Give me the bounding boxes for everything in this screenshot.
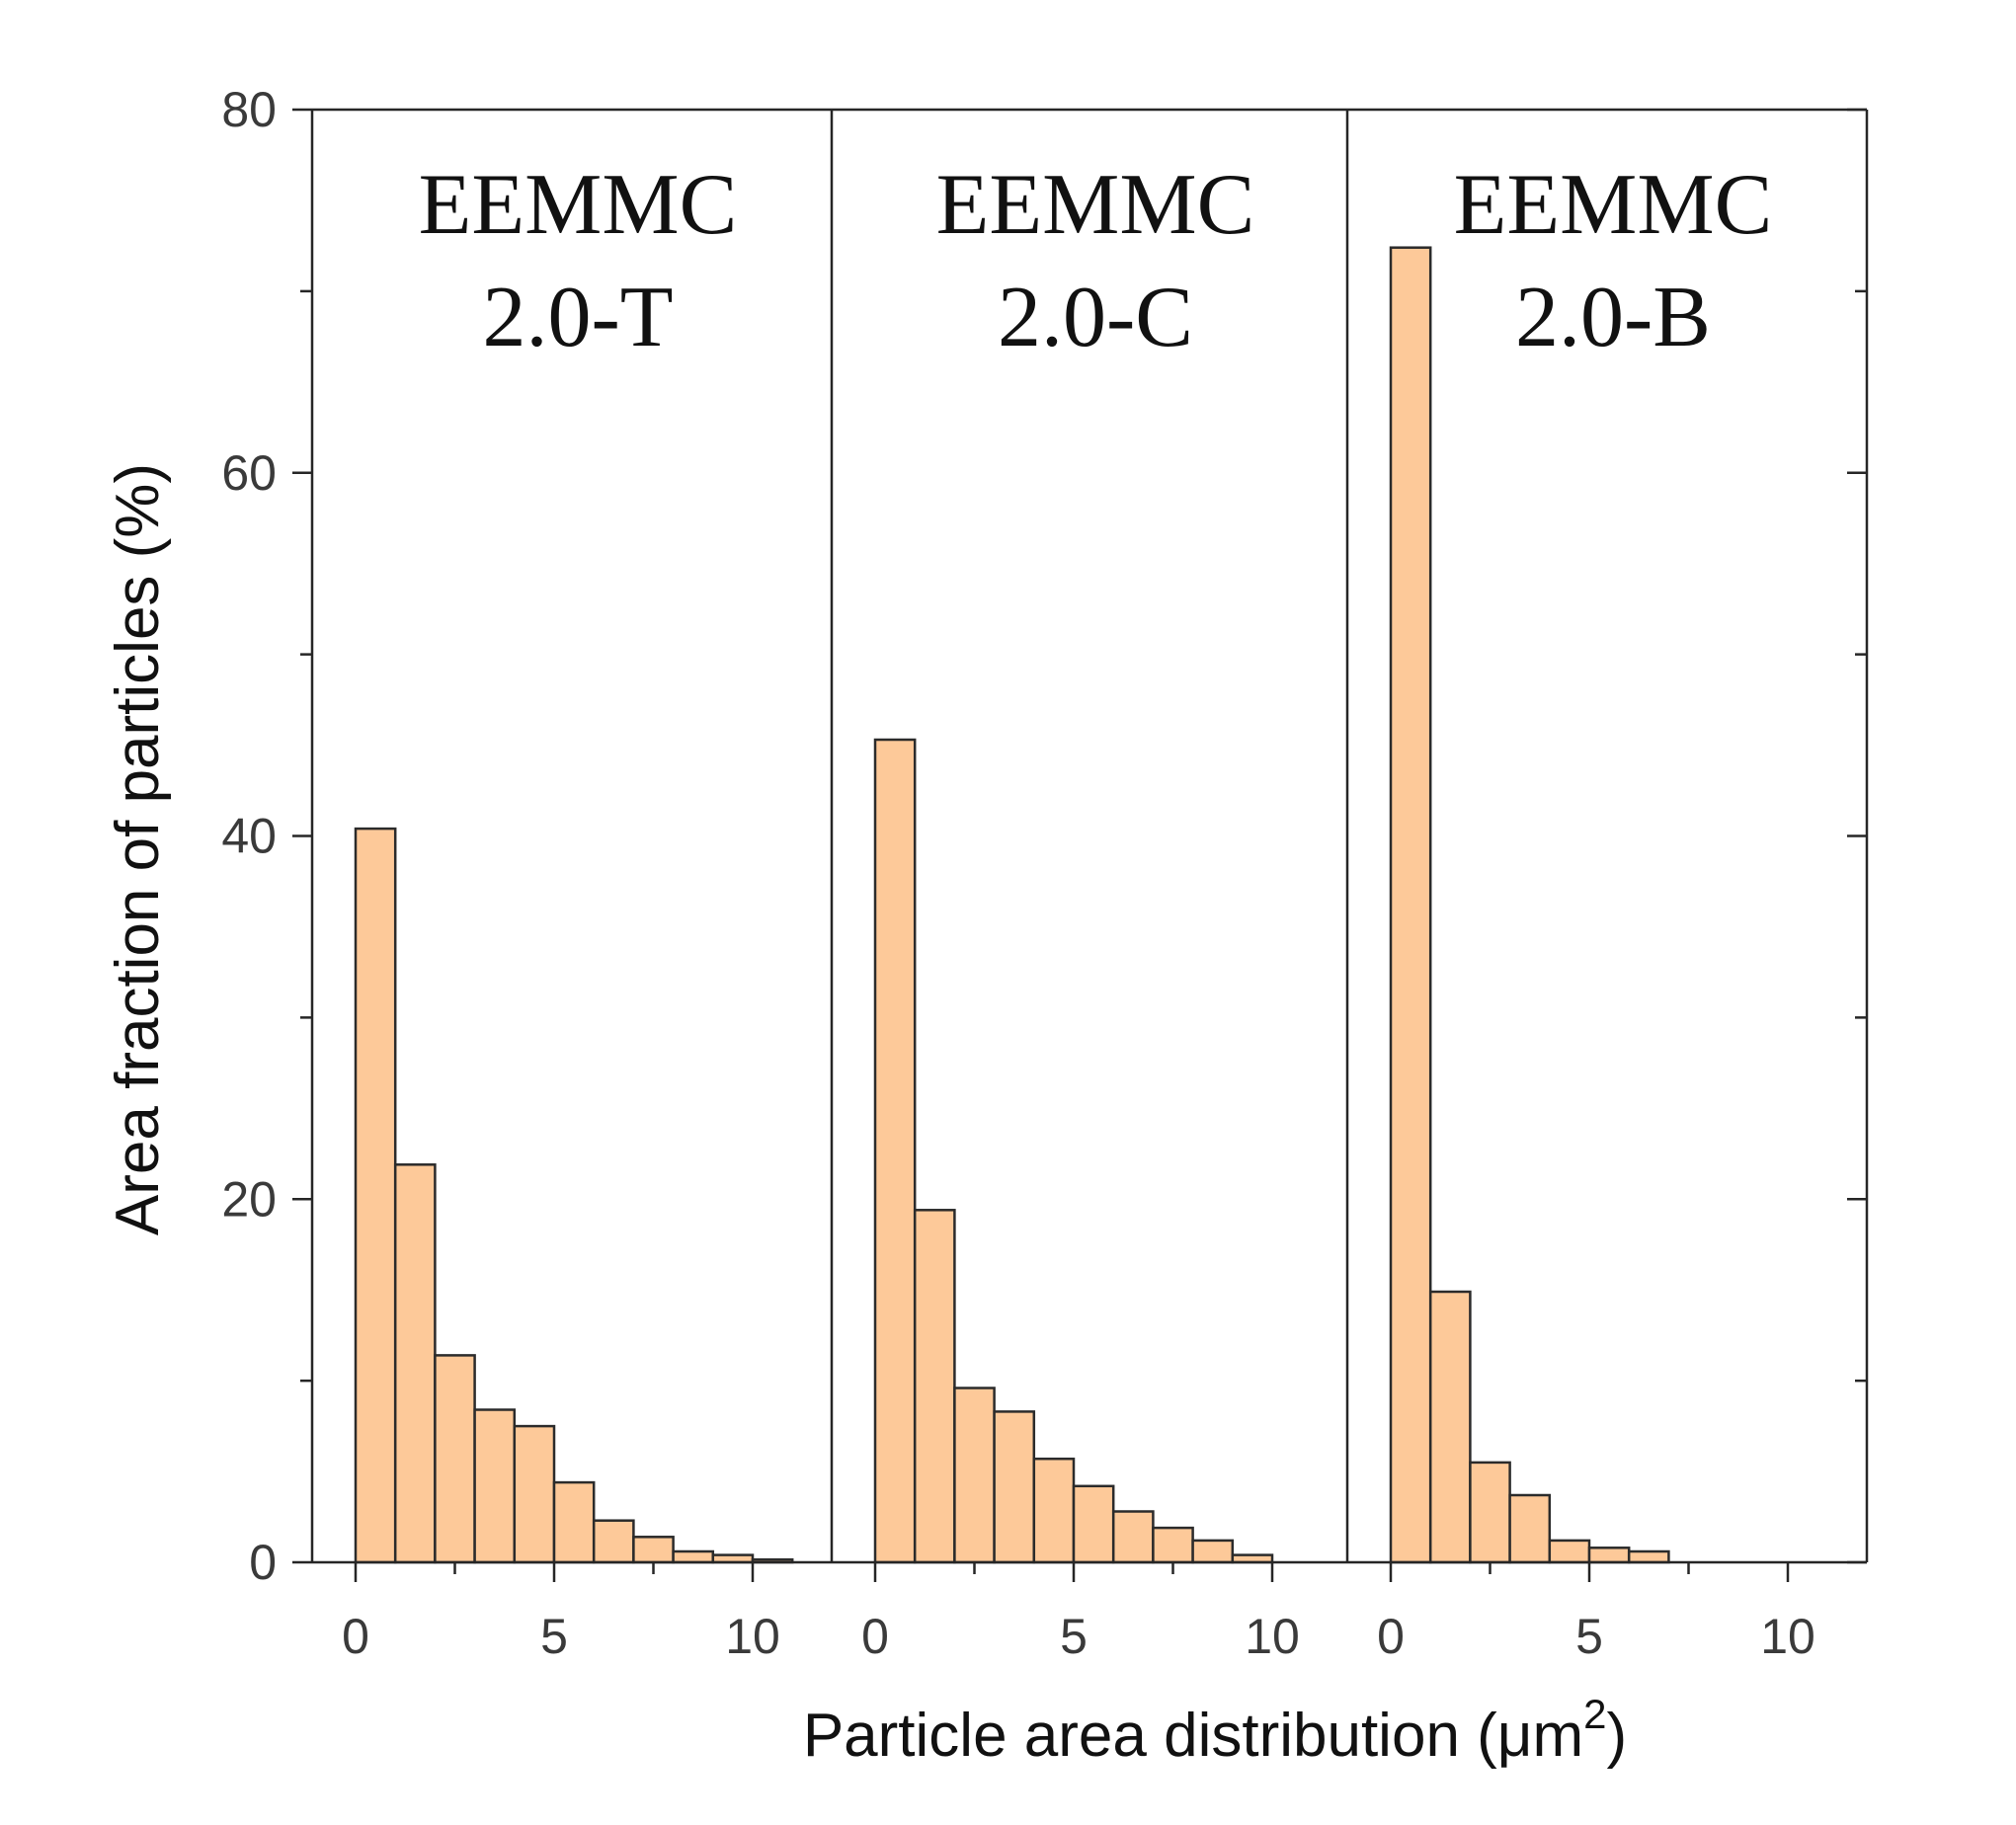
histogram-bar-panel-1-bin-2	[393, 1163, 437, 1564]
histogram-bar-panel-1-bin-8	[632, 1536, 675, 1564]
panel-3-label-line-2: 2.0-B	[1515, 270, 1711, 365]
histogram-bar-panel-1-bin-1	[354, 827, 397, 1564]
x-tick-label-panel-1-10: 10	[725, 1609, 780, 1664]
histogram-bar-panel-3-bin-1	[1389, 246, 1432, 1564]
x-tick-label-panel-3-10: 10	[1760, 1609, 1815, 1664]
histogram-bar-panel-1-bin-5	[513, 1424, 556, 1564]
histogram-bar-panel-3-bin-5	[1548, 1539, 1591, 1564]
x-tick-label-panel-1-0: 0	[342, 1609, 369, 1664]
histogram-bar-panel-1-bin-3	[434, 1354, 476, 1564]
x-tick-label-panel-3-5: 5	[1575, 1609, 1603, 1664]
panel-2-label-line-2: 2.0-C	[998, 270, 1193, 365]
panel-2-label-line-1: EEMMC	[936, 157, 1255, 253]
y-tick-label-20: 20	[221, 1171, 277, 1227]
y-tick-label-60: 60	[221, 445, 277, 501]
panel-1-label-line-1: EEMMC	[419, 157, 738, 253]
histogram-bar-panel-2-bin-1	[873, 738, 917, 1564]
histogram-bar-panel-1-bin-6	[552, 1480, 596, 1564]
x-tick-label-panel-2-0: 0	[861, 1609, 889, 1664]
y-axis-title: Area fraction of particles (%)	[104, 463, 172, 1235]
histogram-bar-panel-3-bin-7	[1627, 1549, 1670, 1564]
histogram-bar-panel-2-bin-7	[1111, 1510, 1155, 1564]
histogram-bar-panel-2-bin-3	[953, 1387, 996, 1564]
y-tick-label-80: 80	[221, 82, 277, 137]
histogram-bar-panel-1-bin-7	[592, 1519, 635, 1564]
histogram-bar-panel-3-bin-6	[1587, 1547, 1631, 1564]
histogram-bar-panel-3-bin-2	[1428, 1290, 1472, 1564]
y-tick-label-40: 40	[221, 809, 277, 864]
x-tick-label-panel-1-5: 5	[540, 1609, 568, 1664]
x-tick-label-panel-2-10: 10	[1245, 1609, 1300, 1664]
x-axis-title: Particle area distribution (μm2)	[803, 1691, 1627, 1770]
histogram-bar-panel-2-bin-8	[1152, 1526, 1194, 1564]
y-tick-label-0: 0	[249, 1535, 277, 1590]
panel-3-label-line-1: EEMMC	[1454, 157, 1773, 253]
histogram-bar-panel-2-bin-4	[993, 1410, 1036, 1564]
plot-area: 0 20 40 60 80 0 5 10 EEMMC 2.0-T 0 5 10 EEMMC 2.0-C 0 5 1…	[221, 82, 1869, 1664]
x-tick-label-panel-2-5: 5	[1060, 1609, 1088, 1664]
x-axis-title-main: Particle area distribution (μm	[803, 1702, 1583, 1770]
x-tick-label-panel-3-0: 0	[1377, 1609, 1405, 1664]
histogram-bar-panel-2-bin-2	[913, 1209, 956, 1564]
histogram-bar-panel-3-bin-3	[1469, 1461, 1511, 1564]
histogram-bar-panel-2-bin-5	[1032, 1457, 1076, 1564]
histogram-bar-panel-3-bin-4	[1508, 1493, 1552, 1564]
x-axis-title-close: )	[1607, 1702, 1628, 1770]
panel-1-label-line-2: 2.0-T	[482, 270, 673, 365]
histogram-bar-panel-2-bin-9	[1191, 1539, 1235, 1564]
histogram-bar-panel-1-bin-9	[672, 1549, 715, 1564]
x-axis-title-superscript: 2	[1583, 1691, 1606, 1737]
histogram-bar-panel-2-bin-6	[1072, 1484, 1115, 1564]
histogram-bar-panel-1-bin-4	[473, 1408, 517, 1564]
